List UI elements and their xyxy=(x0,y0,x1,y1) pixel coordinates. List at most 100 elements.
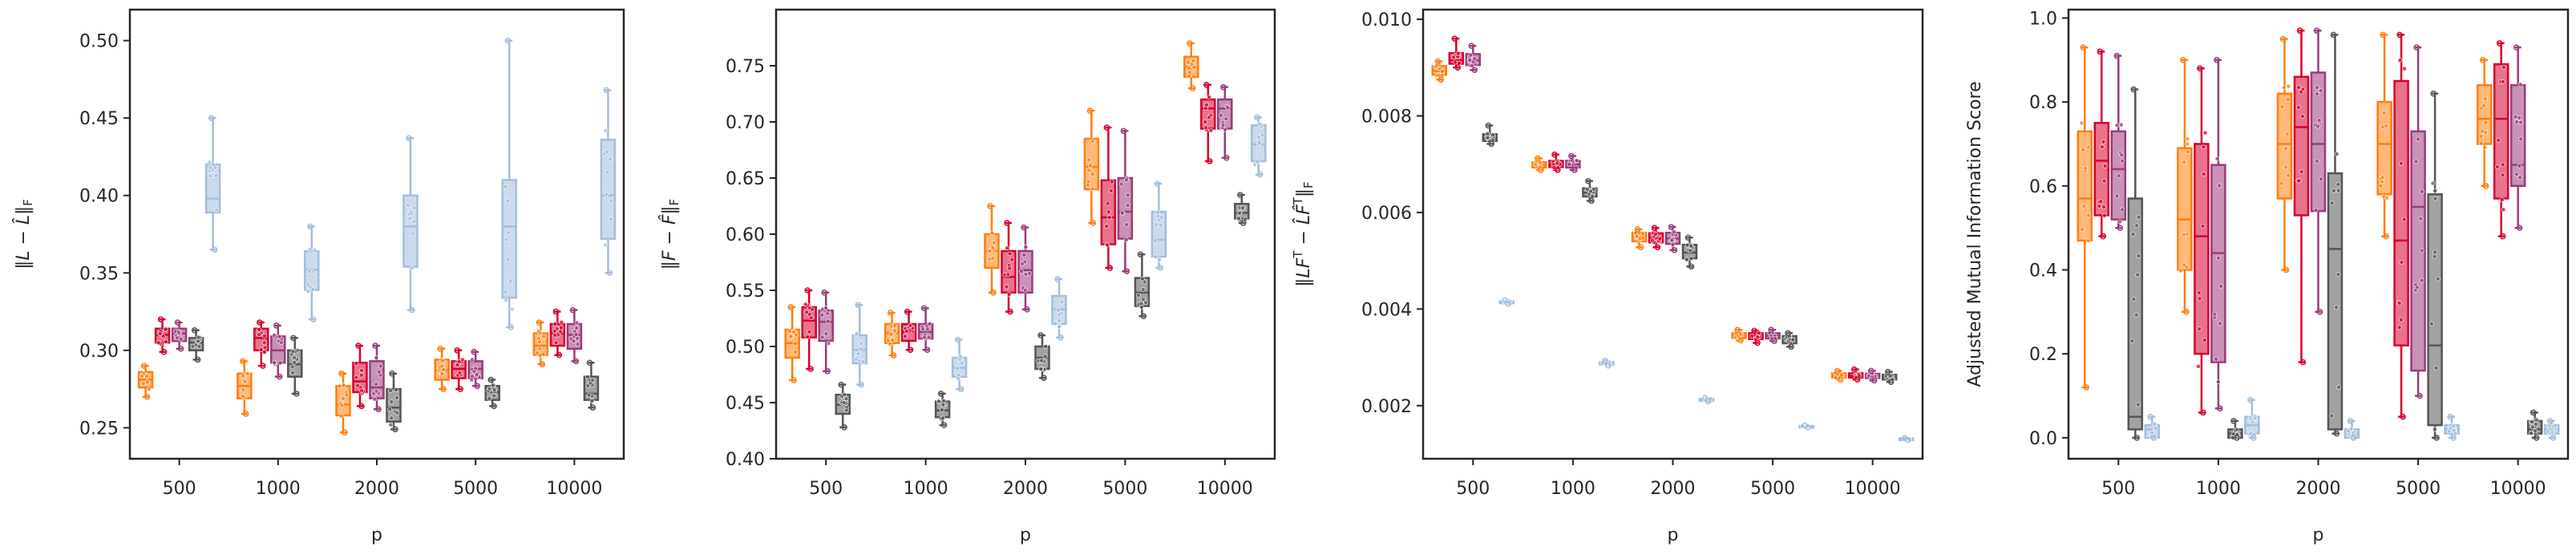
sample-point xyxy=(1884,368,1891,375)
box xyxy=(2293,75,2310,217)
sample-point xyxy=(1637,244,1644,251)
sample-point xyxy=(2499,233,2506,240)
sample-point xyxy=(389,399,394,404)
sample-point xyxy=(1225,105,1231,111)
x-tick-label: 10000 xyxy=(546,479,602,499)
sample-point xyxy=(2218,321,2222,326)
sample-point xyxy=(1203,119,1208,125)
sample-point xyxy=(2518,136,2523,142)
sample-point xyxy=(792,341,798,346)
sample-point xyxy=(2083,166,2089,171)
y-tick-label: 1.0 xyxy=(2029,9,2057,29)
sample-point xyxy=(2130,232,2136,237)
sample-point xyxy=(589,399,595,403)
sample-point xyxy=(1454,64,1462,71)
sample-point xyxy=(819,334,825,340)
sample-point xyxy=(2118,122,2124,128)
sample-point xyxy=(290,334,297,342)
sample-point xyxy=(2080,44,2087,51)
sample-point xyxy=(920,305,928,312)
sample-point xyxy=(2313,27,2320,34)
sample-point xyxy=(176,330,181,335)
sample-point xyxy=(940,422,948,428)
sample-point xyxy=(2483,96,2488,102)
sample-point xyxy=(2533,435,2540,441)
sample-point xyxy=(1870,377,1878,384)
y-tick-label: 0.45 xyxy=(726,394,765,414)
sample-point xyxy=(1021,224,1027,231)
sample-point xyxy=(471,369,477,375)
sample-point xyxy=(508,278,513,284)
sample-point xyxy=(2183,309,2190,315)
sample-point xyxy=(1104,224,1110,229)
sample-point xyxy=(409,306,415,314)
sample-point xyxy=(1533,161,1539,167)
sample-point xyxy=(208,165,213,171)
sample-point xyxy=(160,334,166,339)
sample-point xyxy=(1152,238,1158,244)
sample-point xyxy=(574,320,580,326)
sample-point xyxy=(307,269,312,274)
x-axis-label: p xyxy=(1668,525,1679,545)
x-tick-label: 2000 xyxy=(1003,479,1048,499)
sample-point xyxy=(1120,128,1127,134)
sample-point xyxy=(1839,372,1844,377)
x-tick-label: 1000 xyxy=(256,479,301,499)
sample-point xyxy=(1651,225,1658,231)
sample-point xyxy=(841,400,847,406)
sample-point xyxy=(2215,379,2221,385)
sample-point xyxy=(277,373,283,380)
sample-point xyxy=(2117,225,2124,231)
sample-point xyxy=(2517,175,2522,180)
sample-point xyxy=(890,338,896,343)
y-tick-label: 0.70 xyxy=(726,113,765,133)
sample-point xyxy=(860,359,866,365)
series-4 xyxy=(2127,31,2543,441)
sample-point xyxy=(1652,232,1658,237)
sample-point xyxy=(1453,59,1458,65)
sample-point xyxy=(2419,188,2424,194)
sample-point xyxy=(441,367,446,372)
box xyxy=(600,138,617,241)
sample-point xyxy=(821,290,827,296)
sample-point xyxy=(940,407,944,412)
sample-point xyxy=(2202,338,2207,343)
y-tick-label: 0.006 xyxy=(1361,204,1412,224)
sample-point xyxy=(1124,177,1129,183)
series-5 xyxy=(204,37,617,330)
sample-point xyxy=(2483,119,2489,125)
sample-point xyxy=(573,332,579,337)
sample-point xyxy=(2334,152,2339,157)
sample-point xyxy=(1023,245,1029,249)
sample-point xyxy=(959,360,964,366)
sample-point xyxy=(262,345,268,350)
y-tick-label: 0.35 xyxy=(79,264,119,284)
sample-point xyxy=(2419,248,2424,253)
sample-point xyxy=(2501,162,2505,168)
sample-point xyxy=(358,387,364,393)
x-tick-label: 1000 xyxy=(2196,479,2241,499)
sample-point xyxy=(552,333,558,338)
sample-point xyxy=(1850,366,1858,373)
sample-point xyxy=(1256,135,1261,140)
sample-point xyxy=(855,351,861,357)
series-2 xyxy=(801,82,1216,372)
sample-point xyxy=(859,341,864,346)
axes-frame xyxy=(1421,8,1924,460)
sample-point xyxy=(1191,64,1197,70)
sample-point xyxy=(341,383,346,388)
sample-point xyxy=(505,198,511,204)
sample-point xyxy=(190,343,196,349)
y-axis-label: ‖L − L̂‖F xyxy=(13,199,35,269)
sample-point xyxy=(1654,244,1661,251)
sample-point xyxy=(1155,213,1161,219)
sample-point xyxy=(922,334,927,340)
sample-point xyxy=(2279,104,2285,110)
sample-point xyxy=(990,245,996,251)
sample-point xyxy=(207,160,212,165)
box xyxy=(2093,122,2110,217)
sample-point xyxy=(1788,343,1794,350)
sample-point xyxy=(2182,160,2187,164)
sample-point xyxy=(289,364,295,370)
sample-point xyxy=(292,359,297,365)
